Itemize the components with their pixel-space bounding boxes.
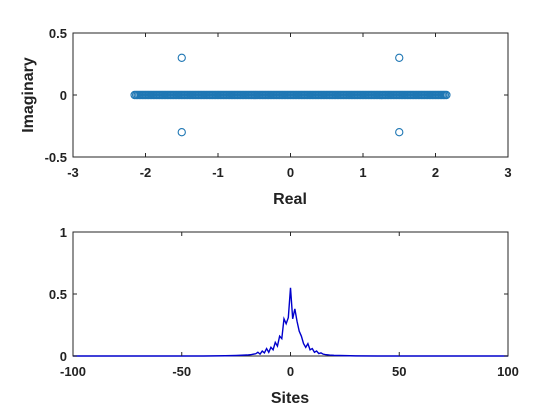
isolated-eigenvalue-point [395, 128, 404, 137]
plot-eigenvalues: -3 -2 -1 0 1 2 3 -0.5 0 0.5 Real Imaginary [20, 26, 512, 208]
y-tick-labels-bottom: 00.51 [49, 225, 67, 364]
bottom-ytick-label: 1 [60, 225, 67, 240]
y-tick-labels-top: -0.5 0 0.5 [45, 26, 67, 165]
axis-ticks-bottom [72, 231, 509, 357]
isolated-eigenvalue-point [177, 128, 186, 137]
bottom-ytick-label: 0.5 [49, 287, 67, 302]
bottom-xtick-label: -100 [60, 364, 86, 379]
top-xtick-label: -2 [140, 165, 152, 180]
top-xtick-label: 2 [432, 165, 439, 180]
isolated-eigenvalue-point [177, 53, 186, 62]
top-xtick-label: -1 [212, 165, 224, 180]
axis-ticks-top [72, 32, 509, 158]
bottom-xtick-label: 100 [497, 364, 519, 379]
top-ytick-label: -0.5 [45, 150, 67, 165]
bottom-xtick-label: 50 [392, 364, 406, 379]
plot-sites: -100 -50 0 50 100 00.51 Sites [49, 225, 519, 407]
bottom-xtick-label: -50 [172, 364, 191, 379]
bottom-xtick-label: 0 [287, 364, 294, 379]
x-tick-labels-bottom: -100 -50 0 50 100 [60, 364, 519, 379]
x-axis-label-sites: Sites [271, 390, 309, 407]
top-ytick-label: 0.5 [49, 26, 67, 41]
x-axis-label-real: Real [273, 191, 307, 208]
bottom-ytick-label: 0 [60, 349, 67, 364]
y-axis-label-imaginary: Imaginary [20, 57, 37, 133]
top-xtick-label: 1 [359, 165, 366, 180]
top-xtick-label: 3 [504, 165, 511, 180]
isolated-eigenvalues [177, 53, 404, 137]
isolated-eigenvalue-point [395, 53, 404, 62]
eigenvalue-band [130, 90, 451, 100]
band-eigenvalue-point [442, 90, 451, 100]
x-tick-labels-top: -3 -2 -1 0 1 2 3 [67, 165, 511, 180]
site-profile-line [73, 287, 508, 357]
top-ytick-label: 0 [60, 88, 67, 103]
top-xtick-label: -3 [67, 165, 79, 180]
top-xtick-label: 0 [287, 165, 294, 180]
